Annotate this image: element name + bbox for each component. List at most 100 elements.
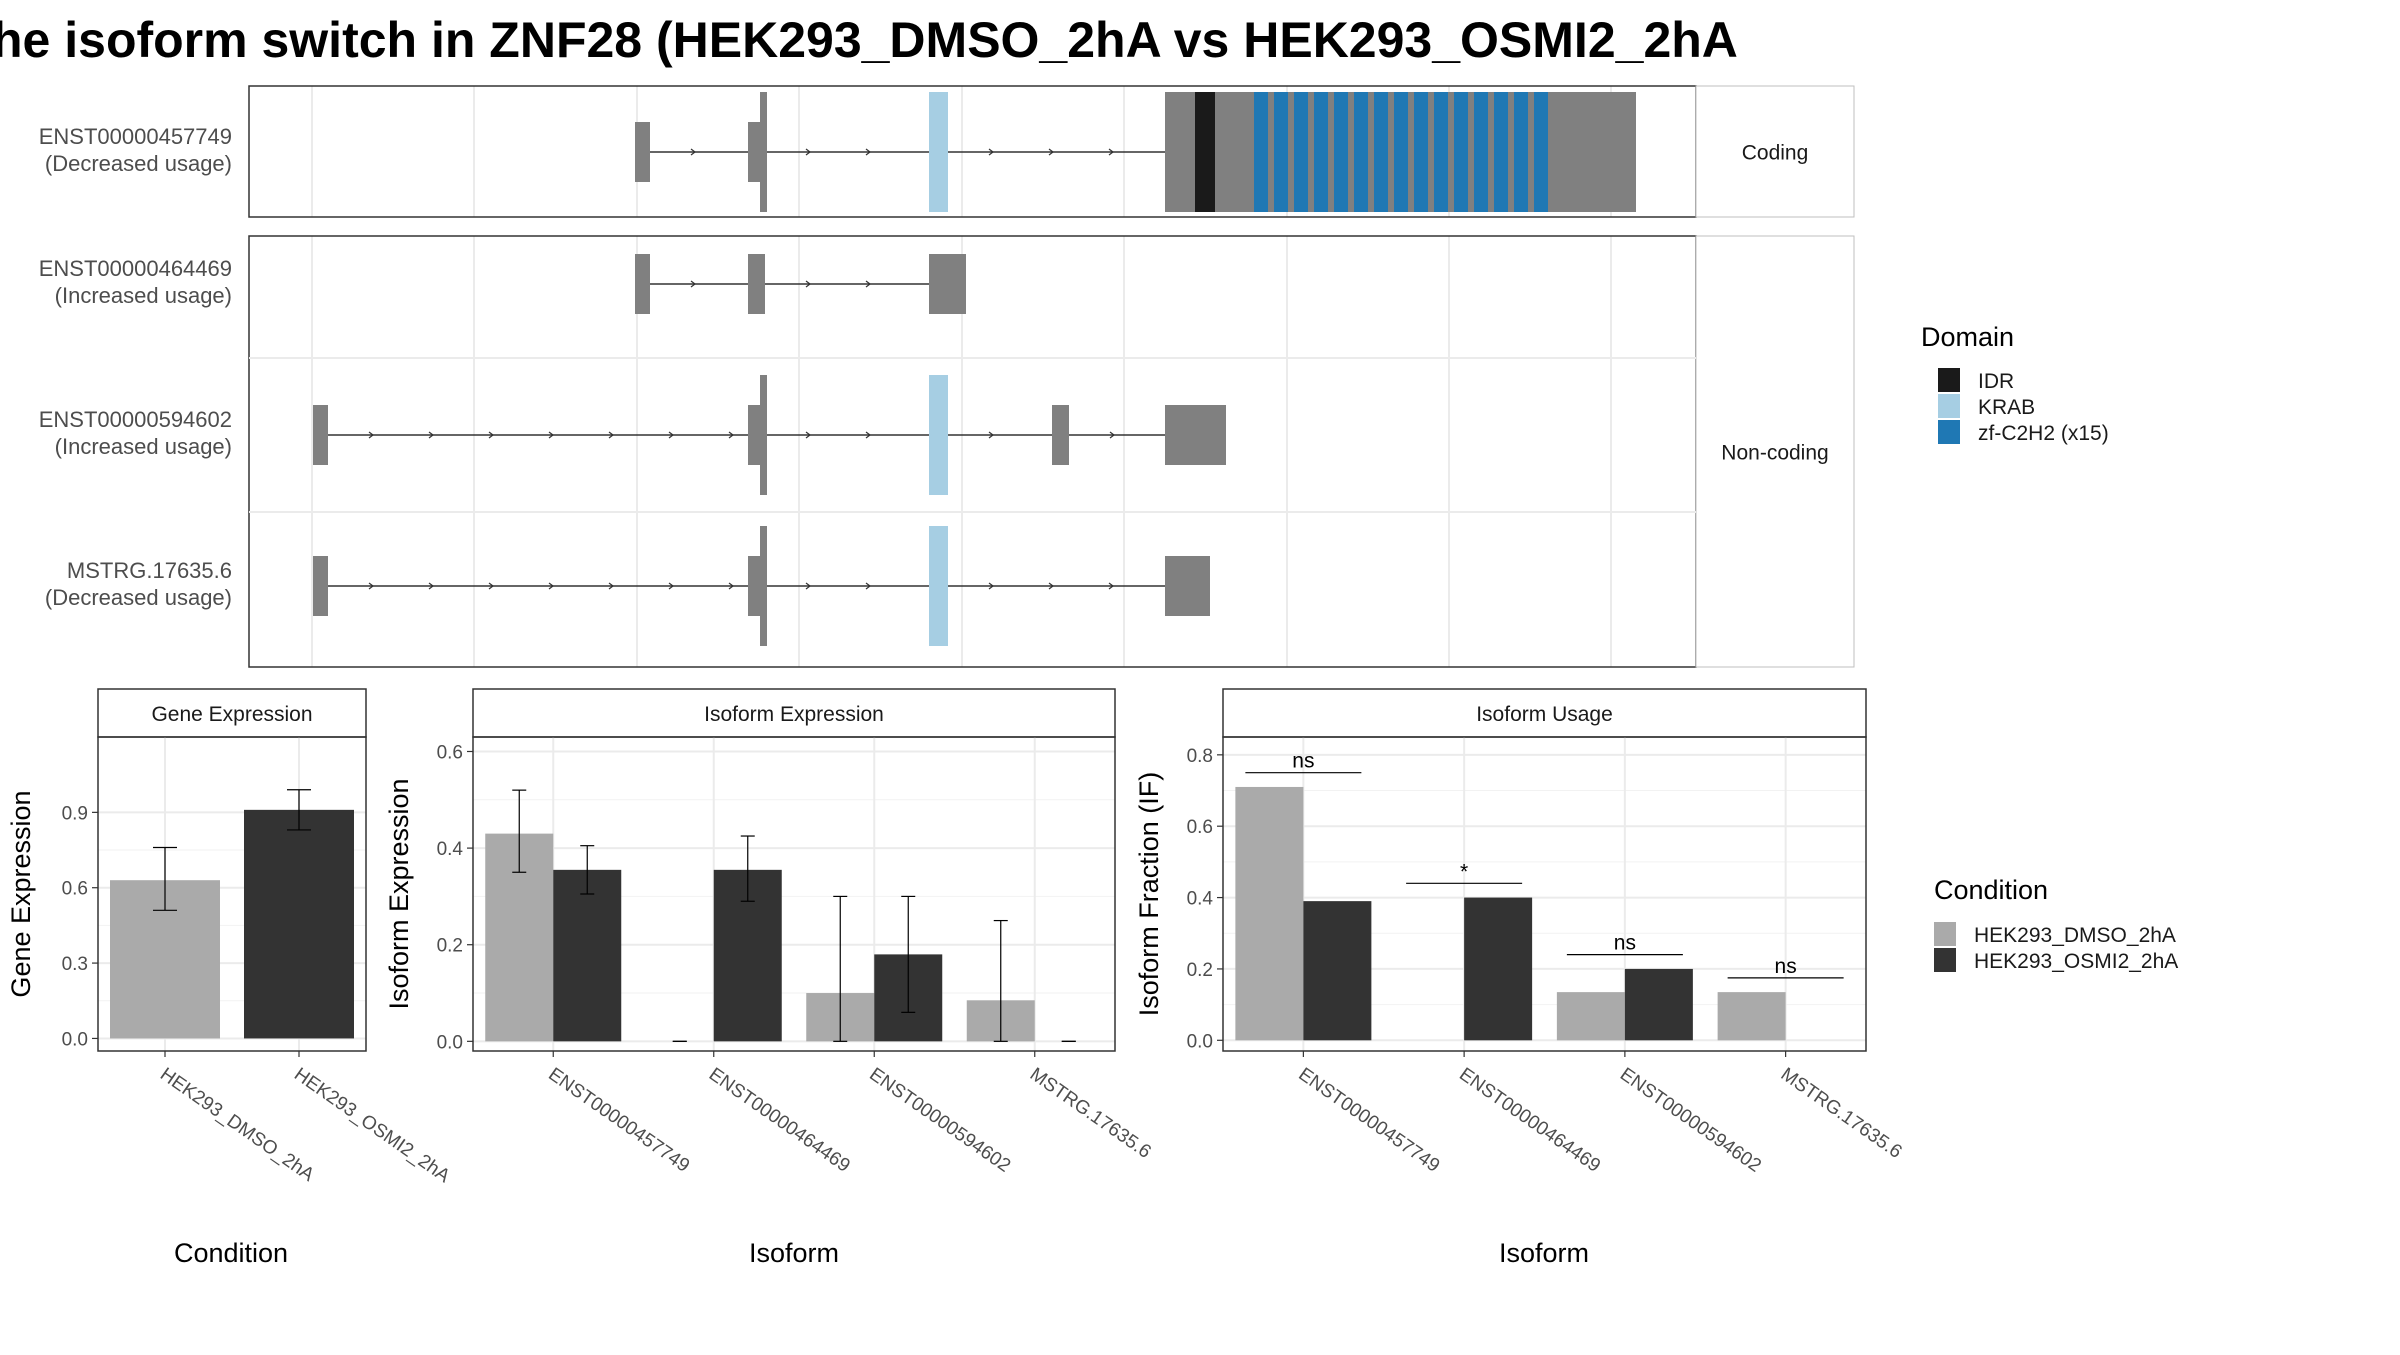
transcript-id-label: ENST00000457749 (39, 124, 232, 149)
domain-legend-key (1938, 420, 1960, 444)
y-tick-label: 0.6 (62, 879, 88, 900)
intron-arrow (548, 582, 554, 590)
exon-block (1165, 556, 1210, 616)
zf-c2h2-domain (1534, 92, 1548, 212)
y-tick-label: 0.0 (437, 1032, 463, 1053)
x-tick-label: ENST00000464469 (705, 1064, 854, 1177)
zf-c2h2-domain (1434, 92, 1448, 212)
facet-panel (248, 235, 1697, 668)
zf-c2h2-domain (1514, 92, 1528, 212)
intron-arrow (428, 582, 434, 590)
intron-arrow (805, 280, 811, 288)
condition-legend-title: Condition (1934, 875, 2048, 905)
bar (1464, 897, 1533, 1041)
exon-block (313, 556, 328, 616)
y-axis-title: Gene Expression (6, 790, 36, 997)
transcript-usage-label: (Decreased usage) (45, 151, 232, 176)
intron-arrow (865, 280, 871, 288)
intron-arrow (728, 582, 734, 590)
x-tick-label: ENST00000457749 (544, 1064, 693, 1177)
facet-strip (1695, 235, 1855, 668)
significance-label: ns (1292, 750, 1314, 773)
y-tick-label: 0.0 (1187, 1031, 1213, 1052)
bar (553, 869, 622, 1042)
x-axis-title: Isoform (749, 1238, 839, 1268)
intron-arrow (548, 431, 554, 439)
y-tick-label: 0.9 (62, 803, 88, 824)
bar (1624, 968, 1693, 1041)
intron-arrow (988, 582, 994, 590)
condition-legend-key (1934, 922, 1956, 946)
utr-block (1553, 122, 1633, 182)
domain-legend-label: KRAB (1978, 396, 2035, 419)
intron-arrow (805, 431, 811, 439)
x-tick-label: ENST00000594602 (1616, 1064, 1765, 1177)
intron-arrow (1048, 582, 1054, 590)
x-axis-title: Isoform (1499, 1238, 1589, 1268)
intron-arrow (805, 582, 811, 590)
intron-arrow (1108, 582, 1114, 590)
intron-arrow (1109, 431, 1115, 439)
transcript-usage-label: (Increased usage) (55, 283, 232, 308)
transcript-id-label: MSTRG.17635.6 (67, 558, 232, 583)
chart-title-strip (472, 688, 1116, 738)
chart-title-strip (1222, 688, 1867, 738)
intron-arrow (865, 582, 871, 590)
intron-arrow (865, 148, 871, 156)
zf-c2h2-domain (1334, 92, 1348, 212)
krab-domain (929, 375, 948, 495)
zf-c2h2-domain (1274, 92, 1288, 212)
exon-block (313, 405, 328, 465)
legends: Domain IDR KRAB zf-C2H2 (x15) Condition HEK29… (1921, 322, 2178, 973)
plot-panel (97, 736, 367, 1052)
bar (1717, 992, 1786, 1041)
intron-arrow (728, 431, 734, 439)
y-tick-label: 0.8 (1187, 746, 1213, 767)
intron-arrow (668, 431, 674, 439)
exon-block (760, 526, 767, 646)
plot-panel (472, 736, 1116, 1052)
plot-panel (1222, 736, 1867, 1052)
y-tick-label: 0.0 (62, 1029, 88, 1050)
domain-legend-key (1938, 394, 1960, 418)
bar (1556, 992, 1625, 1041)
krab-domain (929, 526, 948, 646)
intron-arrow (1108, 148, 1114, 156)
exon-block (760, 375, 767, 495)
krab-domain (929, 92, 948, 212)
y-tick-label: 0.6 (437, 742, 463, 763)
x-tick-label: MSTRG.17635.6 (1777, 1064, 1906, 1163)
bar (1235, 786, 1304, 1041)
facet-strip-label: Non-coding (1721, 442, 1828, 465)
isoform-expression-chart: Isoform Expression 0.0 0.2 0.4 0.6 ENST000004… (384, 688, 1155, 1268)
zf-c2h2-domain (1474, 92, 1488, 212)
y-tick-label: 0.3 (62, 954, 88, 975)
intron-arrow (368, 582, 374, 590)
intron-arrow (690, 148, 696, 156)
transcript-usage-label: (Decreased usage) (45, 585, 232, 610)
chart-title-strip (97, 688, 367, 738)
x-axis-title: Condition (174, 1238, 288, 1268)
intron-arrow (1048, 148, 1054, 156)
intron-arrow (428, 431, 434, 439)
exon-block (635, 254, 650, 314)
condition-legend-label: HEK293_DMSO_2hA (1974, 924, 2176, 947)
transcript-id-label: ENST00000594602 (39, 407, 232, 432)
zf-c2h2-domain (1454, 92, 1468, 212)
exon-block (929, 254, 966, 314)
transcript-usage-label: (Increased usage) (55, 434, 232, 459)
y-axis-title: Isoform Expression (384, 778, 414, 1009)
intron-arrow (988, 431, 994, 439)
y-tick-label: 0.2 (1187, 960, 1213, 981)
transcript-id-label: ENST00000464469 (39, 256, 232, 281)
exon-block (748, 254, 765, 314)
x-tick-label: ENST00000464469 (1455, 1064, 1604, 1177)
intron-arrow (690, 280, 696, 288)
zf-c2h2-domain (1374, 92, 1388, 212)
intron-arrow (805, 148, 811, 156)
domain-legend-label: zf-C2H2 (x15) (1978, 422, 2109, 445)
facet-strip (1695, 85, 1855, 218)
zf-c2h2-domain (1354, 92, 1368, 212)
intron-arrow (865, 431, 871, 439)
y-tick-label: 0.4 (1187, 889, 1214, 910)
